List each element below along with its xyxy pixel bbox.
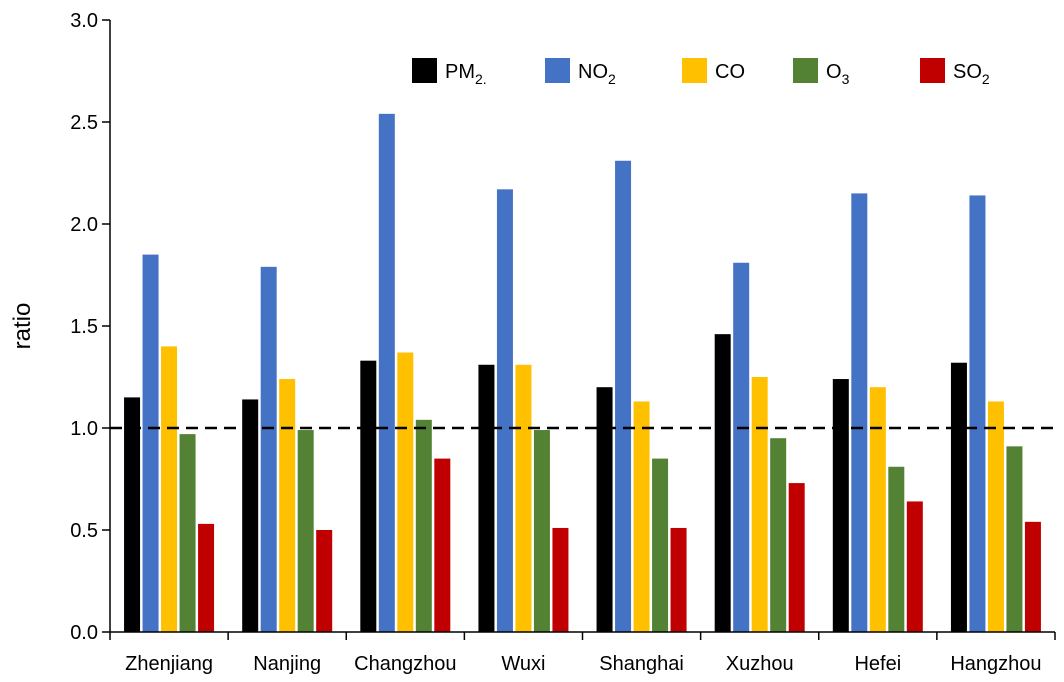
legend-swatch: [545, 58, 570, 83]
legend-label-subscript: 2: [608, 71, 616, 87]
legend-label-base: CO: [715, 61, 745, 83]
bar: [788, 483, 805, 632]
legend-label-base: SO: [953, 61, 982, 83]
legend-label-subscript: 2.: [475, 71, 487, 87]
bar: [652, 458, 669, 632]
bar: [415, 419, 432, 632]
y-tick-label: 2.0: [70, 214, 98, 236]
x-tick-label: Wuxi: [501, 653, 545, 675]
bars-layer: [110, 113, 1055, 633]
bar: [279, 379, 296, 632]
legend: PM2. NO2 CO O3 SO2: [412, 58, 990, 87]
bar: [987, 401, 1004, 632]
bar: [869, 387, 886, 632]
bar: [888, 466, 905, 632]
bar: [198, 523, 215, 632]
bar: [297, 430, 314, 632]
legend-label-subscript: 2: [982, 71, 990, 87]
y-tick-label: 0.0: [70, 622, 98, 644]
bar: [397, 352, 414, 632]
y-tick-label: 1.0: [70, 418, 98, 440]
legend-label: CO: [715, 61, 745, 83]
bar: [378, 113, 395, 633]
bar: [142, 254, 159, 632]
bar: [733, 262, 750, 632]
bar: [260, 266, 277, 632]
x-tick-label: Shanghai: [599, 653, 684, 675]
ticks-layer: 0.0 0.5 1.0 1.5 2.0 2.5 3.0 Zhenjiang Nanjing Cha…: [70, 10, 1056, 675]
x-tick-label: Xuzhou: [726, 653, 794, 675]
bar: [770, 438, 787, 632]
bar: [533, 430, 550, 632]
y-tick-label: 2.5: [70, 112, 98, 134]
bar: [969, 195, 986, 632]
bar: [633, 401, 650, 632]
x-tick-label: Hangzhou: [950, 653, 1041, 675]
bar: [670, 527, 687, 632]
legend-label-base: O: [826, 61, 842, 83]
x-tick-label: Hefei: [854, 653, 901, 675]
bar: [1024, 521, 1041, 632]
bar: [242, 399, 259, 632]
y-tick-label: 0.5: [70, 520, 98, 542]
x-tick-label: Nanjing: [253, 653, 321, 675]
bar: [360, 360, 377, 632]
bar: [615, 160, 632, 632]
legend-swatch: [793, 58, 818, 83]
bar: [161, 346, 178, 632]
bar: [1006, 446, 1023, 632]
legend-label: NO2: [578, 61, 616, 87]
bar: [714, 334, 731, 632]
legend-label: O3: [826, 61, 850, 87]
bar: [751, 377, 768, 632]
x-tick-label: Changzhou: [354, 653, 456, 675]
bar: [316, 530, 333, 632]
legend-label: PM2.: [445, 61, 487, 87]
bar: [950, 362, 967, 632]
bar: [124, 397, 141, 632]
legend-swatch: [682, 58, 707, 83]
legend-swatch: [920, 58, 945, 83]
y-axis-title: ratio: [9, 303, 36, 350]
bar: [906, 501, 923, 632]
legend-swatch: [412, 58, 437, 83]
bar: [832, 379, 849, 632]
y-tick-label: 3.0: [70, 10, 98, 32]
legend-label: SO2: [953, 61, 990, 87]
x-tick-label: Zhenjiang: [125, 653, 213, 675]
bar: [434, 458, 451, 632]
bar: [496, 189, 513, 632]
legend-label-base: NO: [578, 61, 608, 83]
bar: [515, 364, 532, 632]
bar: [851, 193, 868, 632]
y-tick-label: 1.5: [70, 316, 98, 338]
bar: [179, 434, 196, 632]
bar: [552, 527, 569, 632]
legend-label-base: PM: [445, 61, 475, 83]
legend-label-subscript: 3: [842, 71, 850, 87]
bar: [478, 364, 495, 632]
bar: [596, 387, 613, 632]
